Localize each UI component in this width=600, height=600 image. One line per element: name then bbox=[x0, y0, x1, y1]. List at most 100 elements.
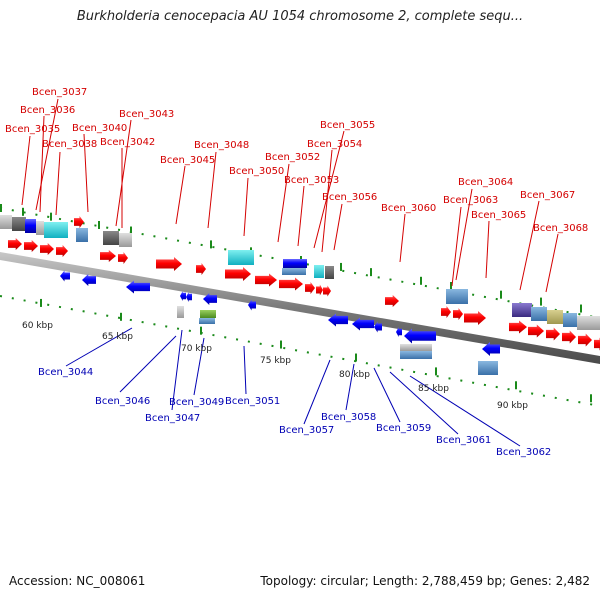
gene-label-bcen-3042[interactable]: Bcen_3042 bbox=[100, 137, 155, 148]
gene-feature[interactable] bbox=[119, 233, 132, 247]
forward-gene[interactable] bbox=[562, 330, 576, 344]
gene-label-bcen-3040[interactable]: Bcen_3040 bbox=[72, 123, 127, 134]
gene-label-bcen-3062[interactable]: Bcen_3062 bbox=[496, 447, 551, 458]
forward-gene[interactable] bbox=[118, 252, 128, 264]
gene-feature[interactable] bbox=[282, 268, 306, 275]
reverse-gene[interactable] bbox=[180, 291, 186, 301]
gene-label-bcen-3060[interactable]: Bcen_3060 bbox=[381, 203, 436, 214]
gene-feature[interactable] bbox=[446, 289, 468, 304]
gene-label-bcen-3049[interactable]: Bcen_3049 bbox=[169, 397, 224, 408]
reverse-gene[interactable] bbox=[328, 313, 348, 327]
gene-label-bcen-3054[interactable]: Bcen_3054 bbox=[307, 139, 362, 150]
gene-label-bcen-3046[interactable]: Bcen_3046 bbox=[95, 396, 150, 407]
forward-gene[interactable] bbox=[156, 257, 182, 271]
forward-gene[interactable] bbox=[8, 238, 22, 250]
gene-label-bcen-3064[interactable]: Bcen_3064 bbox=[458, 177, 513, 188]
reverse-gene[interactable] bbox=[186, 292, 192, 302]
forward-gene[interactable] bbox=[279, 277, 303, 291]
gene-label-bcen-3055[interactable]: Bcen_3055 bbox=[320, 120, 375, 131]
forward-gene[interactable] bbox=[546, 327, 560, 341]
gene-label-bcen-3035[interactable]: Bcen_3035 bbox=[5, 124, 60, 135]
reverse-gene[interactable] bbox=[374, 321, 382, 333]
gene-label-bcen-3057[interactable]: Bcen_3057 bbox=[279, 425, 334, 436]
major-tick bbox=[580, 304, 582, 313]
gene-feature[interactable] bbox=[400, 351, 432, 359]
gene-label-bcen-3067[interactable]: Bcen_3067 bbox=[520, 190, 575, 201]
gene-feature[interactable] bbox=[325, 266, 334, 279]
gene-feature[interactable] bbox=[478, 361, 498, 375]
gene-feature[interactable] bbox=[512, 303, 532, 317]
gene-feature[interactable] bbox=[577, 316, 600, 330]
gene-label-bcen-3038[interactable]: Bcen_3038 bbox=[42, 139, 97, 150]
reverse-gene[interactable] bbox=[396, 327, 402, 337]
gene-label-bcen-3047[interactable]: Bcen_3047 bbox=[145, 413, 200, 424]
gene-features bbox=[0, 215, 600, 375]
gene-label-bcen-3043[interactable]: Bcen_3043 bbox=[119, 109, 174, 120]
gene-label-bcen-3044[interactable]: Bcen_3044 bbox=[38, 367, 93, 378]
gene-feature[interactable] bbox=[36, 221, 44, 235]
gene-feature[interactable] bbox=[200, 310, 216, 318]
gene-label-bcen-3036[interactable]: Bcen_3036 bbox=[20, 105, 75, 116]
gene-label-bcen-3037[interactable]: Bcen_3037 bbox=[32, 87, 87, 98]
gene-feature[interactable] bbox=[400, 344, 432, 351]
gene-feature[interactable] bbox=[25, 219, 36, 233]
forward-gene[interactable] bbox=[305, 282, 315, 294]
forward-gene[interactable] bbox=[56, 245, 68, 257]
gene-label-bcen-3059[interactable]: Bcen_3059 bbox=[376, 423, 431, 434]
gene-label-bcen-3052[interactable]: Bcen_3052 bbox=[265, 152, 320, 163]
gene-label-bcen-3053[interactable]: Bcen_3053 bbox=[284, 175, 339, 186]
gene-label-bcen-3051[interactable]: Bcen_3051 bbox=[225, 396, 280, 407]
gene-label-bcen-3063[interactable]: Bcen_3063 bbox=[443, 195, 498, 206]
reverse-gene[interactable] bbox=[482, 342, 500, 356]
gene-feature[interactable] bbox=[283, 259, 307, 268]
forward-gene[interactable] bbox=[74, 216, 84, 228]
reverse-gene[interactable] bbox=[60, 270, 70, 282]
forward-gene[interactable] bbox=[100, 250, 116, 262]
gene-feature[interactable] bbox=[199, 318, 215, 324]
gene-label-bcen-3058[interactable]: Bcen_3058 bbox=[321, 412, 376, 423]
gene-label-bcen-3065[interactable]: Bcen_3065 bbox=[471, 210, 526, 221]
reverse-gene[interactable] bbox=[404, 328, 436, 344]
reverse-gene[interactable] bbox=[126, 280, 150, 294]
gene-feature[interactable] bbox=[44, 222, 68, 238]
gene-feature[interactable] bbox=[0, 215, 12, 229]
forward-gene[interactable] bbox=[40, 243, 54, 255]
gene-feature[interactable] bbox=[12, 217, 26, 231]
gene-feature[interactable] bbox=[314, 265, 324, 278]
gene-label-bcen-3048[interactable]: Bcen_3048 bbox=[194, 140, 249, 151]
gene-label-bcen-3050[interactable]: Bcen_3050 bbox=[229, 166, 284, 177]
gene-label-bcen-3056[interactable]: Bcen_3056 bbox=[322, 192, 377, 203]
gene-feature[interactable] bbox=[547, 310, 563, 324]
forward-gene[interactable] bbox=[594, 337, 600, 351]
gene-feature[interactable] bbox=[531, 307, 547, 321]
forward-gene[interactable] bbox=[225, 267, 251, 281]
forward-gene[interactable] bbox=[255, 273, 277, 287]
forward-gene[interactable] bbox=[24, 240, 38, 252]
forward-gene[interactable] bbox=[578, 333, 592, 347]
forward-leader-line bbox=[175, 165, 186, 225]
reverse-gene[interactable] bbox=[82, 274, 96, 286]
forward-gene[interactable] bbox=[441, 306, 451, 318]
forward-gene[interactable] bbox=[316, 284, 323, 296]
gene-label-bcen-3068[interactable]: Bcen_3068 bbox=[533, 223, 588, 234]
gene-feature[interactable] bbox=[563, 313, 577, 327]
forward-gene[interactable] bbox=[323, 285, 331, 297]
gene-feature[interactable] bbox=[177, 306, 184, 318]
gene-feature[interactable] bbox=[76, 228, 88, 242]
major-tick bbox=[340, 262, 342, 271]
forward-gene[interactable] bbox=[196, 263, 206, 275]
gene-label-bcen-3061[interactable]: Bcen_3061 bbox=[436, 435, 491, 446]
forward-gene[interactable] bbox=[453, 308, 463, 320]
reverse-gene[interactable] bbox=[203, 293, 217, 305]
reverse-gene[interactable] bbox=[248, 299, 256, 311]
major-tick bbox=[98, 220, 100, 229]
gene-feature[interactable] bbox=[103, 231, 119, 245]
gene-feature[interactable] bbox=[228, 250, 254, 265]
forward-gene[interactable] bbox=[528, 324, 544, 338]
major-tick bbox=[590, 394, 592, 403]
forward-gene[interactable] bbox=[509, 320, 527, 334]
gene-label-bcen-3045[interactable]: Bcen_3045 bbox=[160, 155, 215, 166]
forward-gene[interactable] bbox=[385, 295, 399, 307]
forward-gene[interactable] bbox=[464, 311, 486, 325]
reverse-gene[interactable] bbox=[352, 317, 374, 331]
